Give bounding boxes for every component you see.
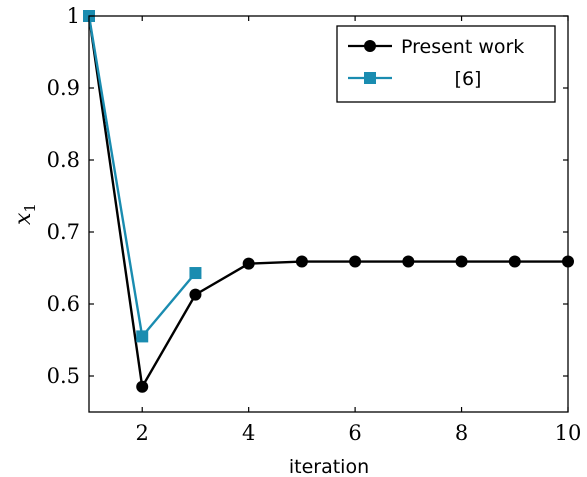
x-axis-label: iteration <box>289 456 369 477</box>
legend-label-ref6: [6] <box>455 68 482 90</box>
data-point-circle <box>295 255 308 268</box>
x-tick-label: 8 <box>455 421 468 445</box>
legend-marker-present-work <box>364 40 376 52</box>
x-tick-label: 6 <box>348 421 361 445</box>
series-line-0 <box>87 15 568 388</box>
y-tick-label: 0.7 <box>47 220 80 244</box>
data-point-circle <box>136 380 149 393</box>
plot-frame <box>88 15 569 413</box>
legend: Present work [6] <box>336 25 556 103</box>
data-point-circle <box>242 257 255 270</box>
x-tick-label: 2 <box>136 421 149 445</box>
y-tick-label: 0.9 <box>47 76 80 100</box>
y-tick-label: 0.5 <box>47 364 80 388</box>
data-point-square <box>136 330 149 343</box>
data-point-circle <box>455 255 468 268</box>
legend-box <box>336 25 556 103</box>
data-point-circle <box>508 255 521 268</box>
axis-ticks: 2 4 6 8 10 0.5 0.6 0.7 0.8 0.9 1 <box>47 4 582 445</box>
legend-label-present-work: Present work <box>401 36 524 58</box>
x-tick-label: 4 <box>242 421 255 445</box>
y-tick-label: 0.8 <box>47 148 80 172</box>
y-axis-label-base: x <box>11 212 36 225</box>
y-tick-label: 1 <box>67 4 80 28</box>
plot-area <box>83 10 574 393</box>
legend-marker-ref6 <box>364 72 376 84</box>
data-point-circle <box>349 255 362 268</box>
data-point-square <box>189 267 202 280</box>
data-point-circle <box>189 288 202 301</box>
x-tick-label: 10 <box>555 421 582 445</box>
data-point-circle <box>402 255 415 268</box>
svg-text:x1: x1 <box>11 203 39 225</box>
y-axis-label-subscript: 1 <box>21 203 39 213</box>
y-tick-label: 0.6 <box>47 292 80 316</box>
series-line-1 <box>87 15 197 338</box>
y-axis-label: x1 <box>11 203 39 225</box>
